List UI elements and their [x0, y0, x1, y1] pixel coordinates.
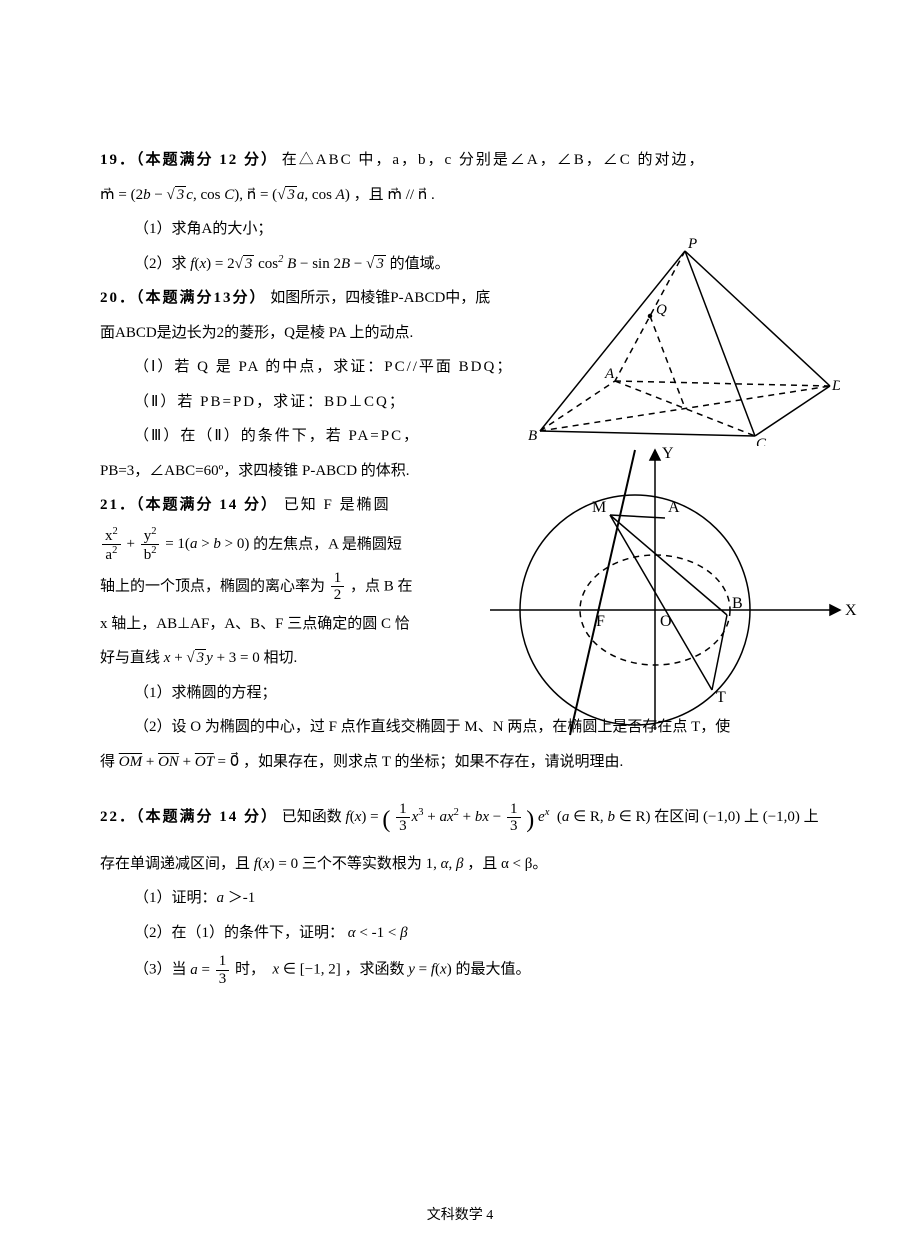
q21-head: 21．（本题满分 14 分） [100, 497, 278, 513]
q20-sub1: （Ⅰ）若 Q 是 PA 的中点，求证：PC//平面 BDQ； [100, 353, 534, 382]
q21-stem4: x 轴上，AB⊥AF，A、B、F 三点确定的圆 C 恰 [100, 610, 520, 639]
q22-sub3: （3）当 a = 13 时， x ∈ [−1, 2] ，求函数 y = f(x)… [100, 953, 820, 987]
svg-text:A: A [668, 499, 680, 516]
q21-stem5: 好与直线 x + 3y + 3 = 0 相切. [100, 644, 520, 673]
q21-stem2: 的左焦点，A 是椭圆短 [253, 536, 402, 552]
q21-line1: 21．（本题满分 14 分） 已知 F 是椭圆 [100, 491, 520, 520]
svg-text:F: F [596, 613, 605, 630]
q19-head: 19．（本题满分 12 分） [100, 152, 278, 168]
q20-sub3: （Ⅲ）在（Ⅱ）的条件下，若 PA=PC， [100, 422, 534, 451]
svg-text:P: P [687, 236, 697, 252]
q19-stem: 在△ABC 中，a，b，c 分别是∠A，∠B，∠C 的对边， [282, 152, 706, 168]
svg-text:A: A [604, 366, 615, 382]
svg-text:D: D [831, 378, 840, 394]
page-footer: 文科数学 4 [0, 1203, 920, 1230]
q19-sub2-post: 的值域。 [390, 256, 450, 272]
svg-text:B: B [732, 595, 743, 612]
q20-sub3b: PB=3，∠ABC=60º，求四棱锥 P-ABCD 的体积. [100, 457, 500, 486]
q19-sub2-pre: （2）求 [134, 256, 187, 272]
q19-sub2-formula: f(x) = 23 cos2 B − sin 2B − 3 [190, 256, 389, 272]
q22-head: 22．（本题满分 14 分） [100, 809, 278, 825]
q19-formula: m⃗ = (2b − 3c, cos C), n⃗ = (3a, cos A) … [100, 181, 820, 210]
pyramid-figure: P Q A B C D [510, 236, 840, 446]
q21-formula1: x2a2 + y2b2 = 1(a > b > 0) 的左焦点，A 是椭圆短 [100, 526, 520, 564]
q20-sub2: （Ⅱ）若 PB=PD，求证：BD⊥CQ； [100, 388, 534, 417]
svg-text:Y: Y [662, 445, 674, 462]
q21-stem3: 轴上的一个顶点，椭圆的离心率为 12 ，点 B 在 [100, 570, 520, 604]
q19-line1: 19．（本题满分 12 分） 在△ABC 中，a，b，c 分别是∠A，∠B，∠C… [100, 146, 820, 175]
q22-sub1: （1）证明：a ＞-1 [100, 884, 820, 913]
q20-stem2: 面ABCD是边长为2的菱形，Q是棱 PA 上的动点. [100, 319, 500, 348]
q20-stem1: 如图所示，四棱锥P-ABCD中，底 [270, 290, 490, 306]
q22-sub2: （2）在（1）的条件下，证明： α < -1 < β [100, 919, 820, 948]
q21-stem1: 已知 F 是椭圆 [284, 497, 391, 513]
q22-stem2: 存在单调递减区间，且 f(x) = 0 三个不等实数根为 1, α, β ，且 … [100, 850, 820, 879]
svg-text:T: T [716, 689, 726, 706]
q22-line1: 22．（本题满分 14 分） 已知函数 f(x) = ( 13x3 + ax2 … [100, 798, 820, 844]
q20-line1: 20．（本题满分13分） 如图所示，四棱锥P-ABCD中，底 [100, 284, 500, 313]
page: 19．（本题满分 12 分） 在△ABC 中，a，b，c 分别是∠A，∠B，∠C… [0, 0, 920, 1260]
q21-sub2b: 得 OM + ON + OT = 0⃗ ，如果存在，则求点 T 的坐标；如果不存… [100, 748, 820, 777]
svg-text:X: X [845, 602, 857, 619]
svg-text:Q: Q [656, 302, 667, 318]
svg-text:O: O [660, 613, 672, 630]
circle-axes-figure: X Y O F M A B T [480, 440, 860, 740]
svg-text:M: M [592, 499, 606, 516]
q20-head: 20．（本题满分13分） [100, 290, 267, 306]
q22-formula1: f(x) = ( 13x3 + ax2 + bx − 13 ) ex (a ∈ … [346, 809, 655, 825]
